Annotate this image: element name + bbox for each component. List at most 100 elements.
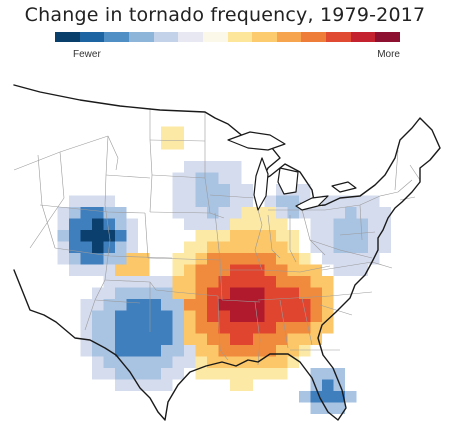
grid-cell <box>138 264 150 276</box>
grid-cell <box>276 264 288 276</box>
grid-cell <box>195 276 207 288</box>
grid-cell <box>195 161 207 173</box>
state-line <box>29 151 65 249</box>
grid-cell <box>287 333 299 345</box>
grid-cell <box>92 299 104 311</box>
grid-cell <box>161 287 173 299</box>
legend-swatch <box>350 32 376 42</box>
grid-cell <box>172 356 184 368</box>
grid-cell <box>345 218 357 230</box>
grid-cell <box>184 253 196 265</box>
grid-cell <box>333 195 345 207</box>
state-line <box>254 197 263 271</box>
grid-cell <box>333 207 345 219</box>
grid-cell <box>230 172 242 184</box>
legend-swatch <box>55 32 81 42</box>
grid-cell <box>241 276 253 288</box>
grid-cell <box>161 379 173 391</box>
grid-cell <box>161 356 173 368</box>
grid-cell <box>149 368 161 380</box>
legend-swatch <box>252 32 278 42</box>
grid-cell <box>299 345 311 357</box>
grid-cell <box>103 195 115 207</box>
grid-cell <box>149 276 161 288</box>
grid-cell <box>333 391 345 403</box>
grid-cell <box>218 207 230 219</box>
grid-cell <box>230 253 242 265</box>
lake-erie <box>295 195 329 211</box>
grid-cell <box>322 402 334 414</box>
grid-cell <box>184 322 196 334</box>
grid-cell <box>115 241 127 253</box>
grid-cell <box>207 195 219 207</box>
grid-cell <box>241 195 253 207</box>
grid-cell <box>333 264 345 276</box>
grid-cell <box>207 264 219 276</box>
grid-cell <box>92 230 104 242</box>
grid-cell <box>195 345 207 357</box>
great-lakes <box>227 131 357 211</box>
grid-cell <box>115 287 127 299</box>
state-line <box>144 212 149 259</box>
grid-cell <box>195 184 207 196</box>
grid-cell <box>126 345 138 357</box>
grid-cell <box>276 299 288 311</box>
grid-cell <box>230 356 242 368</box>
grid-cell <box>126 299 138 311</box>
grid-cell <box>57 218 69 230</box>
grid-cell <box>230 310 242 322</box>
grid-cell <box>287 356 299 368</box>
grid-cell <box>138 310 150 322</box>
grid-cell <box>207 218 219 230</box>
legend-swatch <box>104 32 130 42</box>
grid-cell <box>138 356 150 368</box>
grid-cell <box>287 276 299 288</box>
grid-cell <box>368 207 380 219</box>
grid-cell <box>218 253 230 265</box>
state-line <box>94 299 141 304</box>
grid-cell <box>310 333 322 345</box>
grid-cell <box>276 218 288 230</box>
grid-cell <box>161 322 173 334</box>
grid-cell <box>207 161 219 173</box>
grid-cell <box>241 230 253 242</box>
grid-cell <box>207 276 219 288</box>
grid-cell <box>230 276 242 288</box>
grid-cell <box>230 207 242 219</box>
grid-cell <box>253 310 265 322</box>
legend-swatch <box>202 32 228 42</box>
state-line <box>209 194 256 199</box>
grid-cell <box>276 356 288 368</box>
grid-cell <box>264 299 276 311</box>
grid-cell <box>333 368 345 380</box>
grid-cell <box>345 230 357 242</box>
grid-cell <box>345 195 357 207</box>
grid-cell <box>299 391 311 403</box>
grid-cell <box>241 345 253 357</box>
grid-cell <box>80 195 92 207</box>
grid-cell <box>322 195 334 207</box>
grid-cell <box>126 218 138 230</box>
state-line <box>339 231 376 236</box>
grid-cell <box>115 299 127 311</box>
grid-cell <box>310 287 322 299</box>
grid-cell <box>103 333 115 345</box>
us-map <box>13 84 441 421</box>
state-line <box>254 301 261 366</box>
grid-cell <box>218 195 230 207</box>
grid-cell <box>310 207 322 219</box>
state-line <box>155 289 219 297</box>
grid-cell <box>149 299 161 311</box>
grid-cell <box>80 241 92 253</box>
legend-swatch <box>79 32 105 42</box>
map-title: Change in tornado frequency, 1979-2017 <box>24 4 426 26</box>
grid-cell <box>207 230 219 242</box>
lake-ontario <box>331 181 357 193</box>
grid-cell <box>172 345 184 357</box>
grid-cell <box>195 264 207 276</box>
grid-cell <box>253 368 265 380</box>
grid-cell <box>149 345 161 357</box>
grid-cell <box>276 287 288 299</box>
grid-cell <box>149 356 161 368</box>
grid-cell <box>92 356 104 368</box>
